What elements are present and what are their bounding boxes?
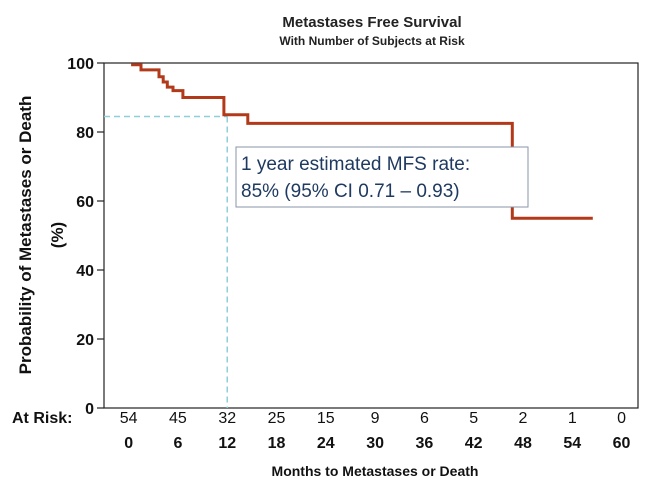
y-tick-label: 60 [76,194,94,211]
x-tick-label: 6 [173,435,182,452]
annotation-line-1: 1 year estimated MFS rate: [241,154,470,175]
x-tick-label: 30 [366,435,384,452]
annotation-line-2: 85% (95% CI 0.71 – 0.93) [241,181,460,202]
x-tick-label: 60 [613,435,631,452]
y-tick-label: 0 [85,401,94,418]
y-tick-label: 20 [76,332,94,349]
y-axis-label-unit: (%) [48,222,67,248]
x-axis-ticks: 0 6 12 18 24 30 36 42 48 54 60 [124,435,630,452]
x-axis-label: Months to Metastases or Death [272,463,479,479]
at-risk-count: 5 [469,410,478,427]
x-tick-label: 42 [465,435,483,452]
reference-lines [104,115,228,408]
series-layer [131,63,593,220]
y-axis-label-line-1: Probability of Metastases or Death [16,96,35,375]
y-axis-ticks: 0 20 40 60 80 100 [67,56,104,418]
x-tick-label: 54 [563,435,581,452]
at-risk-count: 45 [169,410,187,427]
at-risk-count: 25 [268,410,286,427]
x-tick-label: 36 [416,435,434,452]
x-tick-label: 24 [317,435,335,452]
at-risk-count: 32 [218,410,236,427]
survival-curve [131,63,593,220]
at-risk-count: 15 [317,410,335,427]
y-tick-label: 80 [76,125,94,142]
at-risk-count: 6 [420,410,429,427]
x-tick-label: 18 [268,435,286,452]
at-risk-count: 54 [120,410,138,427]
chart-title: Metastases Free Survival [282,14,461,31]
at-risk-label: At Risk: [12,410,72,427]
chart-subtitle: With Number of Subjects at Risk [279,34,465,48]
at-risk-count: 9 [371,410,380,427]
at-risk-count: 2 [519,410,528,427]
at-risk-row: 54 45 32 25 15 9 6 5 2 1 0 [120,410,626,427]
annotation-box-border [235,146,529,208]
x-tick-label: 12 [218,435,236,452]
x-tick-label: 0 [124,435,133,452]
y-axis-label: Probability of Metastases or Death [16,96,35,375]
y-tick-label: 40 [76,263,94,280]
plot-frame [103,62,639,409]
at-risk-count: 0 [617,410,626,427]
x-tick-label: 48 [514,435,532,452]
at-risk-count: 1 [568,410,577,427]
y-tick-label: 100 [67,56,94,73]
annotation-box: 1 year estimated MFS rate: 85% (95% CI 0… [235,146,529,208]
